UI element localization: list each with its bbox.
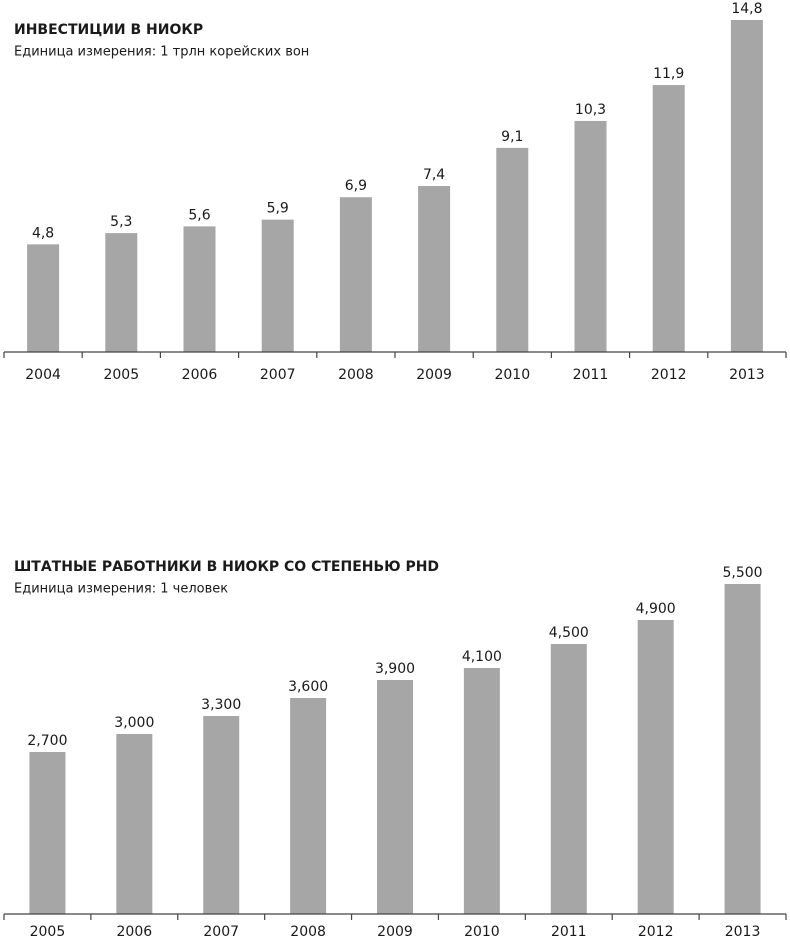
value-label: 3,600 — [288, 679, 328, 695]
x-tick-label: 2009 — [377, 924, 413, 938]
bar — [637, 620, 674, 914]
x-tick-label: 2006 — [117, 924, 153, 938]
bar — [463, 668, 500, 914]
x-tick-label: 2009 — [416, 367, 452, 383]
value-label: 9,1 — [501, 129, 523, 145]
x-tick-label: 2006 — [182, 367, 218, 383]
x-tick-label: 2008 — [338, 367, 374, 383]
bar — [261, 219, 294, 352]
value-label: 10,3 — [575, 102, 606, 118]
x-tick-label: 2013 — [725, 924, 761, 938]
x-tick-label: 2007 — [260, 367, 296, 383]
bar — [418, 186, 451, 352]
value-label: 5,500 — [723, 565, 763, 581]
value-label: 5,3 — [110, 214, 132, 230]
bar — [29, 752, 66, 914]
value-label: 3,000 — [114, 715, 154, 731]
bar — [730, 20, 763, 352]
x-tick-label: 2011 — [551, 924, 587, 938]
bar — [203, 716, 240, 914]
x-tick-label: 2005 — [103, 367, 139, 383]
value-label: 4,900 — [636, 601, 676, 617]
x-tick-label: 2005 — [30, 924, 66, 938]
value-label: 11,9 — [653, 66, 684, 82]
x-tick-label: 2013 — [729, 367, 765, 383]
x-tick-label: 2010 — [494, 367, 530, 383]
chart-title: ШТАТНЫЕ РАБОТНИКИ В НИОКР СО СТЕПЕНЬЮ PH… — [14, 559, 439, 575]
value-label: 5,9 — [267, 201, 289, 217]
bar — [290, 698, 327, 914]
bar — [377, 680, 413, 914]
chart-subtitle: Единица измерения: 1 человек — [14, 582, 228, 597]
x-tick-label: 2012 — [638, 924, 674, 938]
bar — [27, 244, 60, 352]
value-label: 7,4 — [423, 167, 445, 183]
value-label: 4,500 — [549, 625, 589, 641]
value-label: 4,100 — [462, 649, 502, 665]
value-label: 3,900 — [375, 661, 415, 677]
bar — [183, 226, 216, 352]
bar — [339, 197, 372, 352]
bar — [496, 147, 529, 352]
x-tick-label: 2004 — [25, 367, 61, 383]
x-tick-label: 2008 — [290, 924, 326, 938]
bar — [724, 584, 761, 914]
x-tick-label: 2007 — [203, 924, 239, 938]
value-label: 3,300 — [201, 697, 241, 713]
bar — [105, 233, 138, 352]
x-tick-label: 2012 — [651, 367, 687, 383]
chart-title: ИНВЕСТИЦИИ В НИОКР — [14, 22, 203, 38]
bar — [652, 85, 685, 353]
bar — [116, 734, 153, 914]
bar — [550, 644, 587, 914]
chart-subtitle: Единица измерения: 1 трлн корейских вон — [14, 45, 309, 60]
x-tick-label: 2011 — [573, 367, 609, 383]
value-label: 6,9 — [345, 178, 367, 194]
value-label: 4,8 — [32, 225, 54, 241]
bar — [574, 120, 607, 352]
value-label: 5,6 — [188, 207, 210, 223]
value-label: 14,8 — [731, 1, 762, 17]
value-label: 2,700 — [27, 733, 67, 749]
x-tick-label: 2010 — [464, 924, 500, 938]
